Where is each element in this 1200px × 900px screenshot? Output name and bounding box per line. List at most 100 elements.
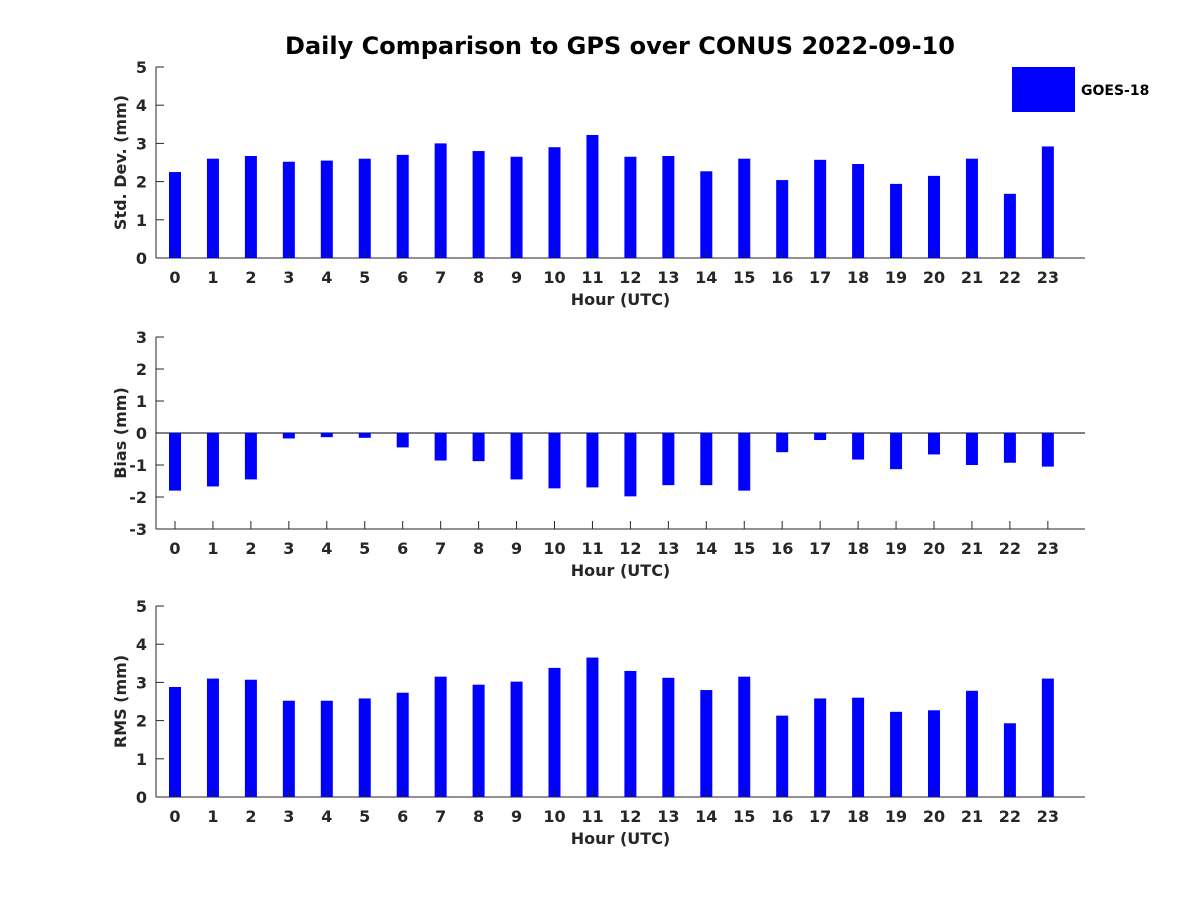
bar (928, 710, 940, 797)
x-tick-label: 10 (543, 268, 565, 287)
x-tick-label: 22 (999, 268, 1021, 287)
x-tick-label: 20 (923, 539, 945, 558)
bar (472, 151, 485, 258)
bar (738, 433, 751, 491)
bar (814, 159, 827, 258)
legend-label: GOES-18 (1081, 83, 1149, 99)
bar (928, 433, 940, 455)
x-tick-label: 13 (657, 807, 679, 826)
x-tick-label: 4 (321, 539, 332, 558)
legend: GOES-18 (1012, 67, 1149, 112)
x-tick-label: 0 (169, 268, 180, 287)
bar (396, 154, 409, 258)
bar (814, 698, 827, 797)
bar (852, 164, 865, 258)
x-tick-label: 14 (695, 268, 717, 287)
bar (624, 433, 637, 497)
x-tick-label: 15 (733, 807, 755, 826)
bar (700, 433, 713, 486)
x-tick-label: 19 (885, 268, 907, 287)
x-tick-label: 19 (885, 807, 907, 826)
x-tick-label: 10 (543, 807, 565, 826)
bias-x-axis-label: Hour (UTC) (571, 561, 671, 580)
x-tick-label: 9 (511, 807, 522, 826)
bar (586, 134, 599, 258)
bar (738, 158, 751, 258)
bar (624, 156, 637, 258)
legend-swatch (1012, 67, 1075, 112)
x-tick-label: 7 (435, 268, 446, 287)
bar (244, 679, 257, 797)
y-tick-label: 1 (136, 750, 147, 769)
y-tick-label: 1 (136, 211, 147, 230)
bar (206, 678, 219, 797)
bar (700, 690, 713, 797)
y-tick-label: 5 (136, 597, 147, 616)
x-tick-label: 18 (847, 539, 869, 558)
x-tick-label: 8 (473, 539, 484, 558)
x-tick-label: 23 (1037, 807, 1059, 826)
x-tick-label: 6 (397, 268, 408, 287)
y-tick-label: 0 (136, 788, 147, 807)
bar (1003, 193, 1016, 258)
x-tick-label: 0 (169, 539, 180, 558)
x-tick-label: 9 (511, 268, 522, 287)
y-tick-label: 3 (136, 134, 147, 153)
bar (358, 698, 371, 797)
bar (434, 143, 447, 258)
x-tick-label: 16 (771, 807, 793, 826)
bar (320, 160, 333, 258)
rms-x-axis-label: Hour (UTC) (571, 829, 671, 848)
x-tick-label: 6 (397, 539, 408, 558)
bar (510, 156, 523, 258)
y-tick-label: -1 (129, 456, 147, 475)
bar (662, 156, 675, 258)
bar (1041, 433, 1054, 467)
x-tick-label: 12 (619, 807, 641, 826)
x-tick-label: 5 (359, 807, 370, 826)
bar (1041, 678, 1054, 797)
bar (890, 711, 903, 797)
y-tick-label: 2 (136, 360, 147, 379)
x-tick-label: 19 (885, 539, 907, 558)
x-tick-label: 21 (961, 807, 983, 826)
x-tick-label: 22 (999, 539, 1021, 558)
y-tick-label: 0 (136, 249, 147, 268)
x-tick-label: 20 (923, 807, 945, 826)
x-tick-label: 15 (733, 268, 755, 287)
y-tick-label: 3 (136, 328, 147, 347)
std-dev-y-axis-label: Std. Dev. (mm) (111, 95, 130, 230)
bar (548, 433, 561, 489)
x-tick-label: 2 (245, 807, 256, 826)
y-tick-label: 3 (136, 673, 147, 692)
x-tick-label: 16 (771, 539, 793, 558)
bar (320, 433, 333, 438)
x-tick-label: 3 (283, 268, 294, 287)
x-tick-label: 23 (1037, 268, 1059, 287)
y-tick-label: -2 (129, 488, 147, 507)
bar (700, 171, 713, 258)
y-tick-label: 0 (136, 424, 147, 443)
x-tick-label: 11 (581, 268, 603, 287)
x-tick-label: 3 (283, 539, 294, 558)
bar (244, 156, 257, 258)
y-tick-label: 4 (136, 635, 147, 654)
bar (396, 692, 409, 797)
bar (1003, 433, 1016, 463)
x-tick-label: 14 (695, 807, 717, 826)
bar (890, 433, 903, 470)
x-tick-label: 17 (809, 539, 831, 558)
bar (1003, 723, 1016, 797)
x-tick-label: 7 (435, 807, 446, 826)
y-tick-label: 2 (136, 173, 147, 192)
x-tick-label: 0 (169, 807, 180, 826)
x-tick-label: 18 (847, 268, 869, 287)
bar (282, 433, 295, 439)
bar (244, 433, 257, 480)
chart-title: Daily Comparison to GPS over CONUS 2022-… (285, 32, 955, 60)
x-tick-label: 15 (733, 539, 755, 558)
x-tick-label: 21 (961, 539, 983, 558)
